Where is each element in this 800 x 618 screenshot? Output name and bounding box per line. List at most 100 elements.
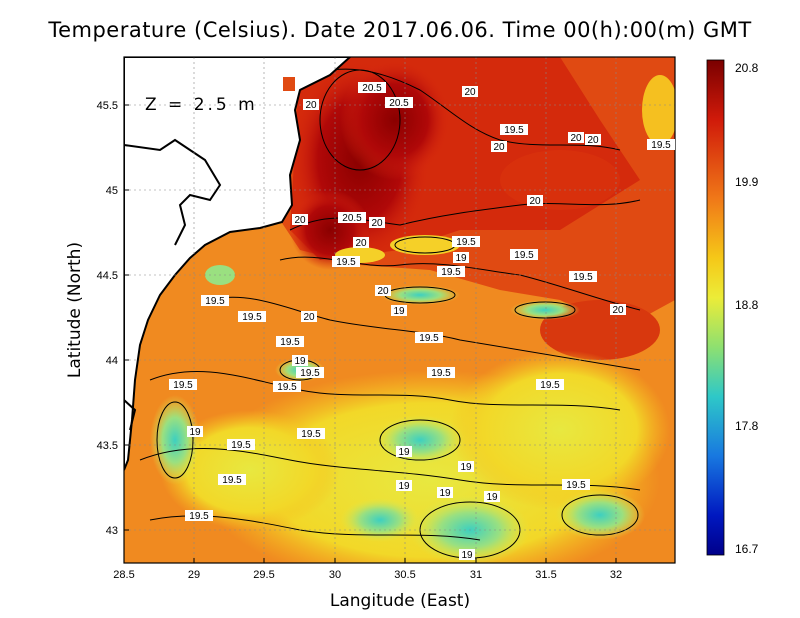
contour-label: 19 — [455, 253, 467, 264]
y-tick-label: 44 — [106, 355, 118, 367]
contour-label: 19 — [398, 447, 410, 458]
contour-label: 20 — [371, 218, 383, 229]
contour-label: 20 — [529, 196, 541, 207]
depth-label: Z = 2.5 m — [145, 95, 258, 115]
contour-label-bg — [201, 295, 229, 306]
contour-label: 20 — [570, 133, 582, 144]
contour-label-bg — [462, 86, 478, 97]
contour-label: 19.5 — [441, 267, 461, 278]
y-axis-title: Latitude (North) — [65, 242, 85, 378]
contour-label-bg — [292, 214, 308, 225]
contour-label-bg — [491, 141, 507, 152]
colorbar-label: 18.8 — [735, 298, 759, 312]
contour-label-bg — [500, 124, 528, 135]
contour-label-bg — [562, 479, 590, 490]
contour-label: 20.5 — [389, 98, 409, 109]
contour-label-bg — [569, 271, 597, 282]
contour-label: 19.5 — [277, 382, 297, 393]
x-axis-title: Langitude (East) — [330, 591, 470, 611]
map-title: Temperature (Celsius). Date 2017.06.06. … — [48, 18, 752, 42]
plot-frame — [123, 56, 676, 564]
contour-label: 20.5 — [342, 213, 362, 224]
contour-label-bg — [415, 332, 443, 343]
contour-label-bg — [273, 381, 301, 392]
y-tick-label: 44.5 — [97, 270, 118, 282]
contour-label: 19.5 — [301, 429, 321, 440]
contour-label-bg — [332, 256, 360, 267]
contour-label-bg — [396, 446, 412, 457]
x-tick-label: 28.5 — [113, 569, 134, 581]
contour-label: 20 — [305, 100, 317, 111]
contour-label-bg — [276, 336, 304, 347]
colorbar-label: 17.8 — [735, 419, 759, 433]
x-tick-label: 32 — [610, 569, 622, 581]
contour-label-bg — [187, 426, 203, 437]
contour-label: 19.5 — [222, 475, 242, 486]
contour-label: 19 — [189, 427, 201, 438]
contour-label-bg — [647, 139, 675, 150]
colorbar-label: 19.9 — [735, 175, 759, 189]
contour-label: 19 — [398, 481, 410, 492]
map-grid — [124, 57, 675, 563]
contour-label: 20 — [493, 142, 505, 153]
contour-label: 19.5 — [514, 250, 534, 261]
contour-label-bg — [238, 311, 266, 322]
contour-label: 20.5 — [362, 83, 382, 94]
x-tick-label: 30.5 — [394, 569, 415, 581]
y-tick-label: 43.5 — [97, 440, 118, 452]
contour-label-bg — [610, 304, 626, 315]
contour-label: 20 — [303, 312, 315, 323]
contour-label: 19.5 — [540, 380, 560, 391]
contour-label: 19.5 — [280, 337, 300, 348]
contour-label-bg — [358, 82, 386, 93]
contour-label: 19 — [294, 356, 306, 367]
contour-label: 19.5 — [242, 312, 262, 323]
contour-label-bg — [510, 249, 538, 260]
contour-label-bg — [458, 461, 474, 472]
contour-label: 19 — [460, 462, 472, 473]
contour-label-bg — [296, 367, 324, 378]
contour-label-bg — [391, 305, 407, 316]
contour-label: 19.5 — [173, 380, 193, 391]
contour-label-bg — [427, 367, 455, 378]
y-tick-label: 45.5 — [97, 100, 118, 112]
x-tick-label: 31 — [470, 569, 482, 581]
contour-label-bg — [303, 99, 319, 110]
contour-label-bg — [227, 439, 255, 450]
contour-label-bg — [396, 480, 412, 491]
contour-label: 20 — [294, 215, 306, 226]
contour-label: 19.5 — [504, 125, 524, 136]
colorbar-label: 16.7 — [735, 542, 759, 556]
contour-label-bg — [297, 428, 325, 439]
x-tick-label: 29.5 — [253, 569, 274, 581]
contour-labels: 20.5 20.5 20 20 19.5 20 20 20 19.5 20 20.5 20 20 20 19… — [169, 82, 675, 561]
contour-label: 20 — [377, 286, 389, 297]
contour-label-bg — [459, 549, 475, 560]
contour-label: 19 — [486, 492, 498, 503]
contour-label: 19.5 — [431, 368, 451, 379]
contour-label: 20 — [355, 238, 367, 249]
contour-label: 19 — [461, 550, 473, 561]
contour-label-bg — [385, 97, 413, 108]
x-axis-ticks: 28.5 29 29.5 30 30.5 31 31.5 32 — [113, 558, 622, 581]
contour-label-bg — [353, 237, 369, 248]
contour-label-bg — [185, 510, 213, 521]
contour-label-bg — [437, 487, 453, 498]
x-tick-label: 31.5 — [535, 569, 556, 581]
contour-label-bg — [536, 379, 564, 390]
contour-label-bg — [369, 217, 385, 228]
contour-label: 19 — [439, 488, 451, 499]
contour-label-bg — [585, 134, 601, 145]
contour-label: 19.5 — [205, 296, 225, 307]
colorbar — [706, 59, 725, 556]
x-tick-label: 29 — [188, 569, 200, 581]
contour-label-bg — [375, 285, 391, 296]
contour-label: 19.5 — [231, 440, 251, 451]
contour-label-bg — [453, 252, 469, 263]
contour-label: 19.5 — [419, 333, 439, 344]
contour-label: 19.5 — [573, 272, 593, 283]
x-tick-label: 30 — [329, 569, 341, 581]
contour-label-bg — [338, 212, 366, 223]
contour-label-bg — [169, 379, 197, 390]
contour-label: 19 — [393, 306, 405, 317]
